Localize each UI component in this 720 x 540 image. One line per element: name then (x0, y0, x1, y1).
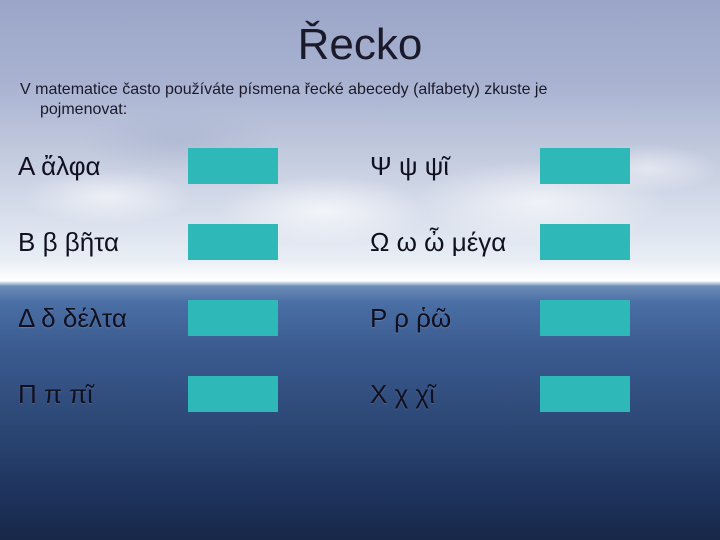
letter-row: Π π πῖ (18, 376, 350, 412)
letter-row: Ψ ψ ψῖ (370, 148, 702, 184)
answer-box[interactable] (540, 148, 630, 184)
greek-letter-label: Ω ω ὦ μέγα (370, 227, 540, 258)
answer-box[interactable] (188, 376, 278, 412)
greek-letter-label: Δ δ δέλτα (18, 303, 188, 334)
answer-box[interactable] (540, 224, 630, 260)
letter-row: Β β βῆτα (18, 224, 350, 260)
greek-letter-label: Β β βῆτα (18, 227, 188, 258)
greek-letter-label: Α ἄλφα (18, 151, 188, 182)
subtitle-line-1: V matematice často používáte písmena řec… (20, 81, 547, 98)
letter-row: Δ δ δέλτα (18, 300, 350, 336)
greek-letter-label: Ρ ρ ῥῶ (370, 303, 540, 334)
letter-row: Ω ω ὦ μέγα (370, 224, 702, 260)
letters-grid: Α ἄλφα Ψ ψ ψῖ Β β βῆτα Ω ω ὦ μέγα Δ δ δέ… (18, 148, 702, 412)
greek-letter-label: Ψ ψ ψῖ (370, 151, 540, 182)
answer-box[interactable] (188, 148, 278, 184)
answer-box[interactable] (540, 376, 630, 412)
subtitle: V matematice často používáte písmena řec… (18, 80, 702, 120)
letter-row: Α ἄλφα (18, 148, 350, 184)
subtitle-line-2: pojmenovat: (20, 100, 702, 120)
greek-letter-label: Χ χ χῖ (370, 379, 540, 410)
slide-content: Řecko V matematice často používáte písme… (0, 0, 720, 412)
greek-letter-label: Π π πῖ (18, 379, 188, 410)
page-title: Řecko (18, 20, 702, 70)
answer-box[interactable] (540, 300, 630, 336)
answer-box[interactable] (188, 224, 278, 260)
letter-row: Χ χ χῖ (370, 376, 702, 412)
answer-box[interactable] (188, 300, 278, 336)
letter-row: Ρ ρ ῥῶ (370, 300, 702, 336)
